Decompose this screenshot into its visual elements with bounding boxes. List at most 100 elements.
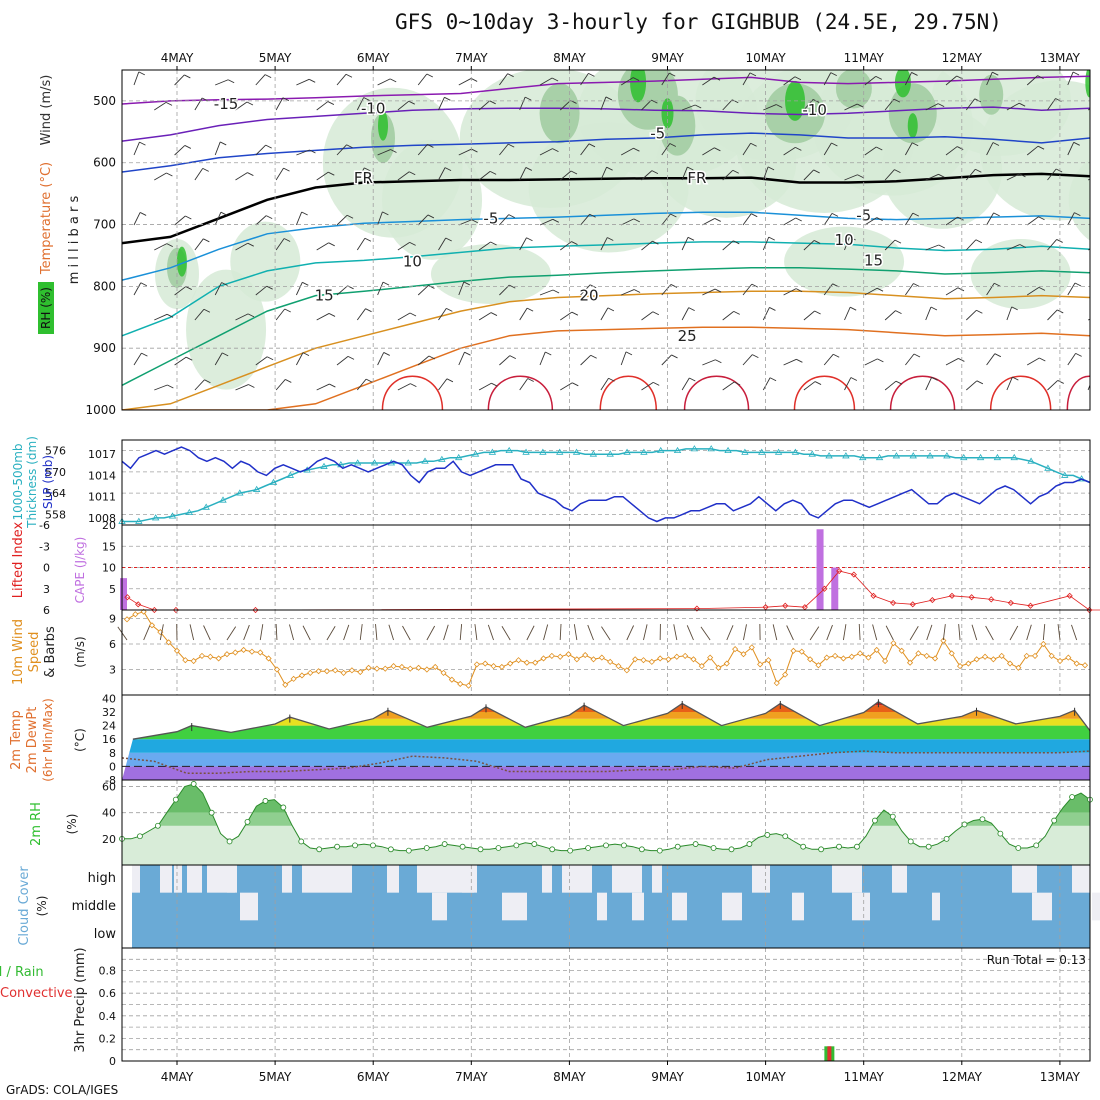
wind-barb — [316, 171, 329, 181]
wind-barb-flag — [139, 212, 147, 216]
wind-barb-10m — [359, 624, 363, 641]
wind-barb — [174, 74, 185, 86]
cloud-gap — [597, 892, 607, 921]
wind-barb — [214, 352, 223, 366]
li-tick-label: -3 — [39, 540, 50, 553]
wind-speed-point — [690, 656, 697, 663]
cloud-gap — [1072, 865, 1090, 893]
wind-barb-flag — [301, 211, 308, 216]
wind-barb — [1006, 244, 1020, 251]
thickness-point — [623, 448, 631, 455]
wind-barb — [722, 169, 734, 181]
wind-barb-flag — [201, 97, 209, 102]
wind-speed-point — [182, 657, 189, 664]
cloud-gap — [542, 865, 552, 893]
wind-barb-10m — [559, 623, 562, 641]
cloud-gap — [1012, 865, 1037, 893]
thickness-point — [943, 452, 951, 459]
rh-point — [423, 845, 430, 851]
isotherm-label: 25 — [678, 327, 697, 345]
wind-barb-flag — [428, 285, 435, 289]
temp-axis-label: 2m Temp — [9, 710, 24, 770]
wind-barb-flag — [526, 237, 533, 242]
wind-barb-flag — [165, 101, 173, 106]
wind-barb-flag — [733, 310, 740, 315]
wind-barb-flag — [167, 384, 174, 389]
wind-barb-flag — [694, 104, 702, 109]
rh-point — [854, 843, 860, 850]
x-tick-label-bottom: 6MAY — [357, 1070, 390, 1084]
thickness-point — [842, 452, 850, 459]
wind-barb-flag — [732, 99, 739, 104]
thickness-point — [286, 471, 295, 478]
rh-tick-label: 60 — [102, 781, 116, 794]
wind-barb-flag — [813, 169, 820, 174]
wind-barb-flag — [445, 237, 452, 242]
wind-speed-point — [473, 661, 480, 668]
precip-tick-label: 0.2 — [99, 1032, 117, 1045]
wind-speed-point — [923, 652, 930, 659]
cloud-gap — [1092, 892, 1100, 921]
wind-barb-flag — [795, 146, 802, 151]
wind-barb-flag — [652, 311, 660, 316]
wind-barb — [1026, 216, 1039, 226]
wind-barb — [905, 283, 914, 296]
isotherm-25 — [122, 326, 1090, 410]
rh-shade-70 — [979, 80, 1090, 221]
wind-barb-10m — [700, 626, 711, 641]
wind-speed-point — [440, 669, 447, 676]
wind-barb — [823, 353, 834, 366]
wind-barb-flag — [913, 353, 921, 358]
cloud-fill — [132, 865, 1090, 948]
wind-barb — [133, 71, 140, 86]
wind-barb — [1026, 286, 1040, 296]
wind-barb-10m — [243, 624, 250, 641]
wind-barb — [255, 285, 267, 296]
thickness-point — [673, 446, 682, 454]
wind-barb — [560, 241, 572, 251]
wind-barb — [539, 218, 553, 226]
li-point — [850, 571, 857, 578]
wind-barb — [823, 72, 832, 86]
wind-barb-10m — [443, 624, 449, 641]
cloud-gap — [562, 865, 592, 893]
wind-speed-line — [126, 611, 1086, 687]
wind-speed-point — [623, 667, 630, 674]
wind-barb-10m — [885, 625, 894, 641]
cloud-gap — [632, 892, 644, 921]
wind-barb — [356, 238, 366, 251]
li-point — [988, 596, 995, 603]
wind-barb — [1006, 306, 1013, 321]
wind-barb-flag — [184, 145, 192, 149]
precip-tick-label: 0.6 — [99, 987, 117, 1000]
rh-point — [262, 798, 269, 804]
wind-speed-point — [148, 622, 156, 629]
wind-barb — [925, 377, 933, 391]
wind-barb — [600, 378, 609, 391]
wind-barb — [945, 146, 958, 156]
x-tick-label-top: 11MAY — [844, 51, 885, 65]
panel-frame — [121, 609, 1091, 696]
thickness-point — [370, 459, 379, 466]
wind-speed-point — [1040, 640, 1047, 648]
cape-bar — [120, 578, 127, 610]
wind-barb-flag — [768, 236, 775, 241]
slp-tick-label: 1017 — [88, 448, 116, 461]
wind-barb-flag — [572, 382, 579, 387]
wind-speed-point — [248, 648, 256, 655]
thickness-point — [555, 448, 564, 455]
wind-barb-flag — [508, 143, 515, 148]
cloud-gap — [227, 865, 235, 893]
rh-shade-80 — [835, 70, 872, 109]
wind-barb-flag — [285, 379, 292, 383]
wind-barb-flag — [652, 240, 659, 245]
wind-speed-point — [723, 660, 730, 667]
rh-point — [943, 835, 950, 842]
thickness-point — [909, 452, 917, 459]
x-tick-label-bottom: 8MAY — [553, 1070, 586, 1084]
cloud-gap — [342, 865, 352, 893]
wind-barb-10m — [375, 624, 378, 641]
cloud-level-label: low — [94, 927, 117, 942]
wind-barb — [864, 76, 877, 86]
wind-barb-10m — [772, 624, 778, 641]
